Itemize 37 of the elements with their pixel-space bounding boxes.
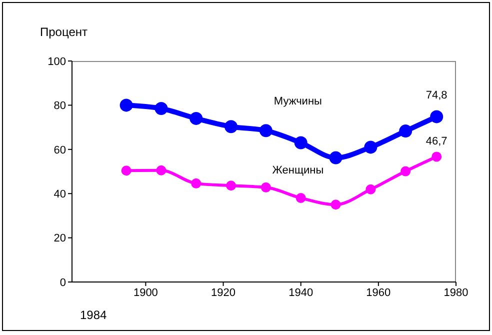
y-tick-label: 20 <box>54 232 66 245</box>
point <box>329 151 342 164</box>
point <box>226 180 236 191</box>
x-tick-label: 1900 <box>133 286 158 299</box>
y-tick-label: 40 <box>54 188 66 201</box>
point <box>259 124 272 138</box>
point <box>156 165 166 176</box>
point <box>154 102 168 116</box>
y-axis-title: Процент <box>40 25 88 39</box>
point <box>366 184 376 194</box>
y-tick-label: 80 <box>54 100 66 112</box>
point <box>330 200 341 210</box>
y-tick-label: 100 <box>48 56 66 68</box>
series-label: Мужчины <box>274 96 322 108</box>
point <box>400 166 411 176</box>
point <box>296 193 306 204</box>
y-tick-label: 0 <box>60 276 66 289</box>
point <box>399 124 412 138</box>
point <box>120 98 133 112</box>
point <box>430 110 444 124</box>
point <box>190 112 203 125</box>
x-tick-label: 1960 <box>366 286 391 299</box>
point <box>294 136 308 150</box>
point <box>364 140 378 154</box>
x-tick-label: 1980 <box>444 286 468 299</box>
series-label: Женщины <box>272 164 324 176</box>
annotation: 46,7 <box>426 136 448 148</box>
point <box>432 152 442 162</box>
y-tick-label: 60 <box>54 144 66 156</box>
text: 1984 <box>80 308 107 322</box>
point <box>260 182 271 192</box>
point <box>191 178 202 188</box>
x-tick-label: 1920 <box>211 286 236 299</box>
point <box>121 166 132 176</box>
x-tick-label: 1940 <box>288 286 314 299</box>
annotation: 74,8 <box>426 90 448 102</box>
point <box>224 120 238 134</box>
